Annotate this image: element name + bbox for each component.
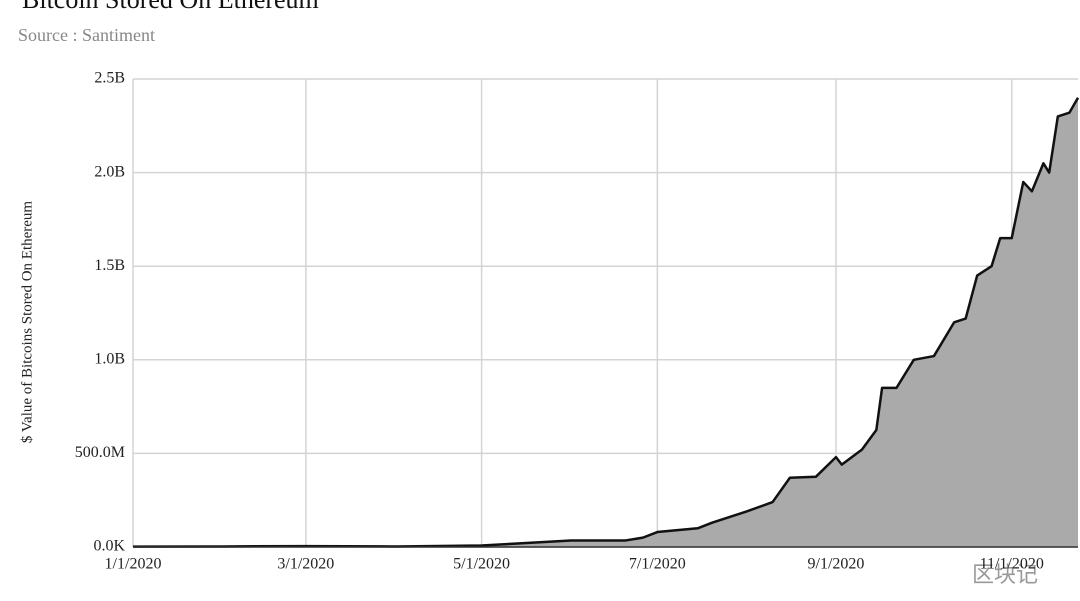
x-tick-label: 3/1/2020	[277, 556, 334, 573]
watermark: 区块记	[972, 563, 1038, 588]
x-tick-label: 1/1/2020	[105, 556, 162, 573]
y-tick-label: 1.5B	[94, 257, 125, 274]
y-tick-label: 2.0B	[94, 163, 125, 180]
area-line	[132, 97, 1080, 548]
area-fill	[133, 97, 1078, 547]
x-tick-label: 7/1/2020	[629, 556, 686, 573]
y-tick-label: 1.0B	[94, 350, 125, 367]
x-tick-label: 11/1/2020	[980, 556, 1044, 573]
x-tick-label: 5/1/2020	[453, 556, 510, 573]
y-tick-label: 2.5B	[94, 70, 125, 87]
chart-title: Bitcoin Stored On Ethereum	[22, 0, 319, 14]
chart-subtitle: Source : Santiment	[18, 25, 155, 45]
y-tick-label: 500.0M	[75, 444, 125, 461]
y-axis-label: $ Value of Bitcoins Stored On Ethereum	[19, 201, 35, 444]
x-tick-label: 9/1/2020	[808, 556, 865, 573]
y-tick-label: 0.0K	[93, 538, 125, 555]
